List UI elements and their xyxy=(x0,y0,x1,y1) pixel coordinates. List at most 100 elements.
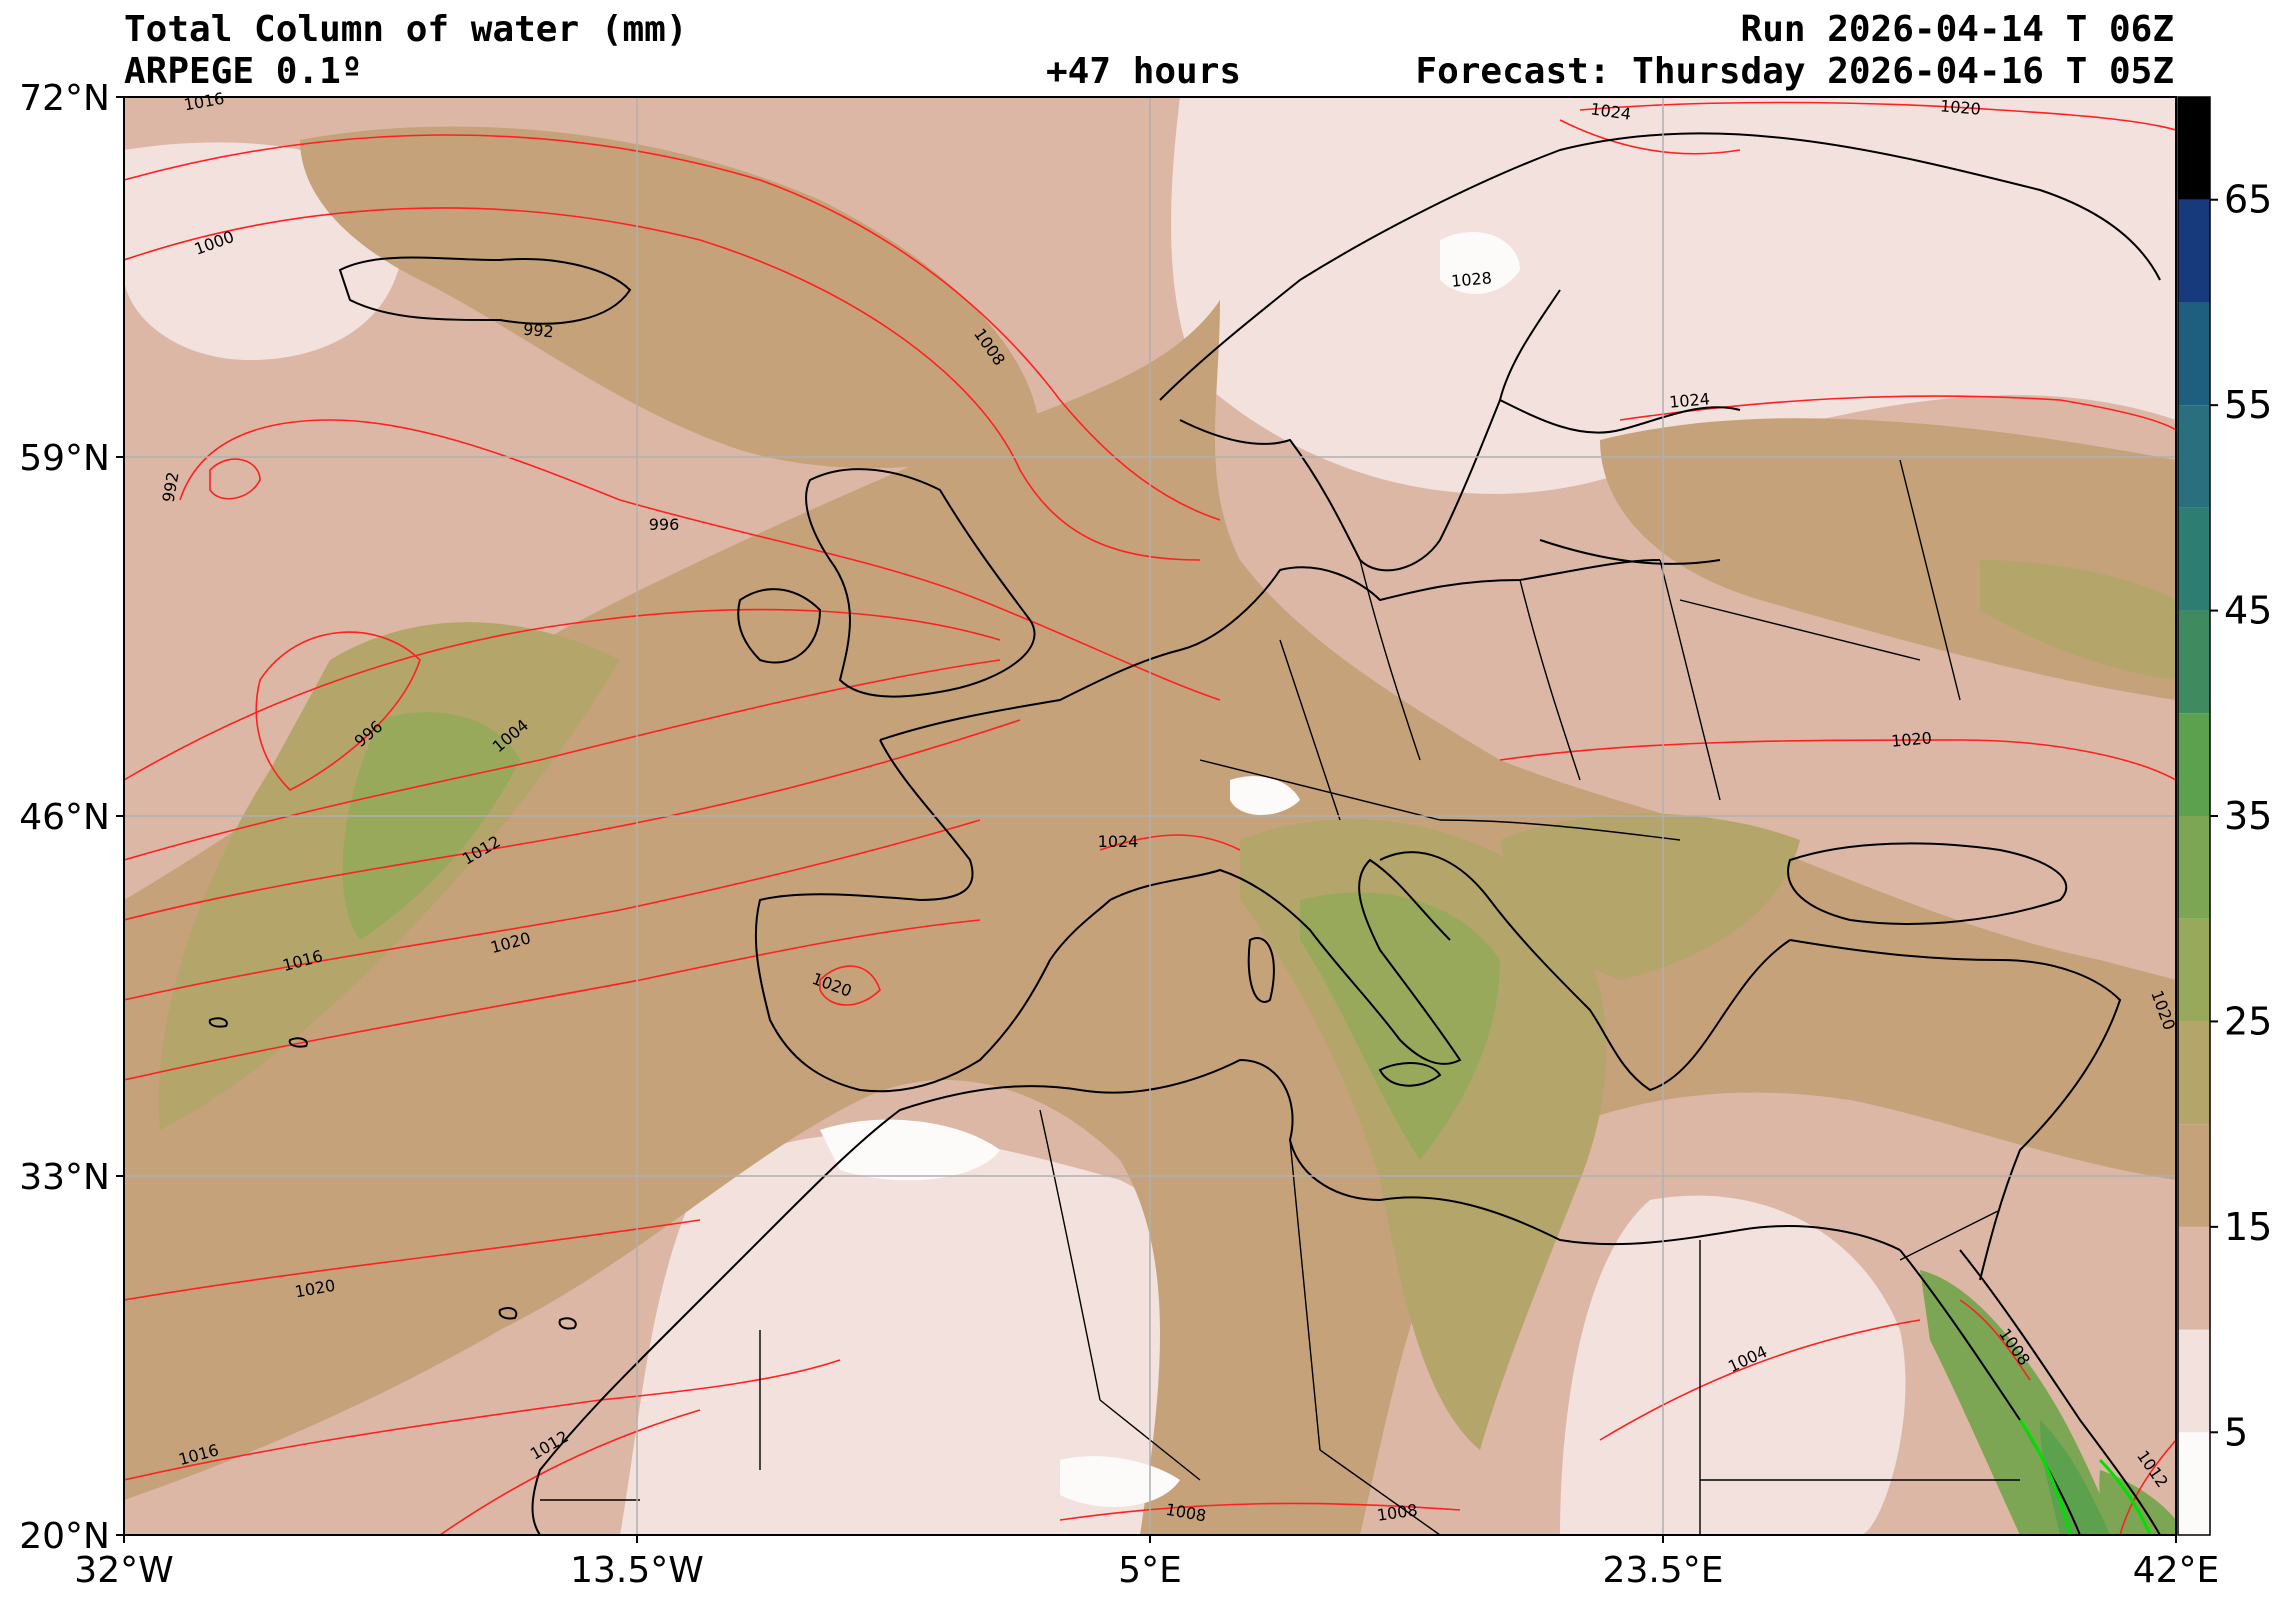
colorbar-segment xyxy=(2178,1432,2210,1535)
isobar-1008-redsea xyxy=(1959,1299,2031,1381)
isobar-label: 992 xyxy=(522,320,554,342)
isobar-1024-north xyxy=(1559,119,1741,155)
coast-balkans xyxy=(1379,851,1791,1092)
isobar-1008 xyxy=(124,659,1001,861)
colorbar-segment xyxy=(2178,610,2210,714)
forecast-time: Forecast: Thursday 2026-04-16 T 05Z xyxy=(1415,51,2174,92)
isobar-1004 xyxy=(124,134,1221,521)
field-band-20-25-balkans xyxy=(1500,813,1800,980)
colorbar-segment xyxy=(2178,97,2210,200)
isobar-1000 xyxy=(124,207,1201,561)
isobar-1020-iberia xyxy=(819,965,881,1006)
isobar-1024-alps xyxy=(1099,834,1241,851)
coast-north-europe xyxy=(879,559,1661,741)
field-dry-sahara xyxy=(620,1133,1233,1535)
colorbar-tick-label: 65 xyxy=(2224,178,2272,222)
colorbar-segment xyxy=(2178,816,2210,919)
colorbar-tick-label: 35 xyxy=(2224,794,2272,838)
isobar-1020-east xyxy=(1499,739,2176,781)
run-time: Run 2026-04-14 T 06Z xyxy=(1740,9,2174,50)
isobar-1012 xyxy=(124,719,1021,921)
isobar-label: 1028 xyxy=(1450,268,1492,290)
borders-lines xyxy=(540,459,2020,1535)
model-name: ARPEGE 0.1º xyxy=(124,51,363,92)
isobar-1020 xyxy=(124,919,981,1081)
coast-ireland xyxy=(737,588,822,664)
coast-morocco xyxy=(531,1219,781,1535)
isobar-996-low xyxy=(255,631,421,791)
isobar-1020-north xyxy=(1579,101,2176,131)
colorbar-segment xyxy=(2178,405,2210,508)
lon-label-32W: 32°W xyxy=(74,1550,173,1591)
lon-label-13.5W: 13.5°W xyxy=(570,1550,704,1591)
isobars xyxy=(124,101,2176,1535)
coastlines xyxy=(208,132,2161,1535)
isobar-1020-south xyxy=(124,1219,701,1301)
field-band-20-25-ne xyxy=(1980,560,2176,680)
colorbar-segment xyxy=(2178,1329,2210,1433)
colorbar-segment xyxy=(2178,713,2210,816)
field-dry-scandinavia xyxy=(1171,97,2176,494)
gridlines xyxy=(124,97,2176,1535)
colorbar-segment xyxy=(2178,1021,2210,1125)
field-dry-alps xyxy=(1230,776,1300,815)
coast-azores xyxy=(208,1017,308,1048)
highlight-contour-redsea xyxy=(2018,1419,2152,1535)
lon-label-23.5E: 23.5°E xyxy=(1603,1550,1724,1591)
lat-label-33: 33°N xyxy=(19,1157,110,1198)
field-band-15-20-north xyxy=(300,126,1040,469)
isobar-992-small xyxy=(209,458,261,500)
isobar-1004-b xyxy=(124,608,1001,781)
isobar-label: 1024 xyxy=(1668,389,1710,411)
field-dry-atlas xyxy=(820,1119,1000,1181)
isobar-1004-east xyxy=(1599,1319,1921,1441)
colorbar-segment xyxy=(2178,918,2210,1022)
lead-time: +47 hours xyxy=(1046,51,1242,92)
isobar-1012-south xyxy=(439,1409,701,1535)
colorbar-segment xyxy=(2178,199,2210,303)
colorbar-tick-label: 5 xyxy=(2224,1410,2248,1454)
isobar-1008-south xyxy=(1059,1502,1461,1521)
colorbar-tick-label: 25 xyxy=(2224,999,2272,1043)
colorbar-segment xyxy=(2178,1124,2210,1227)
isobar-1016-south xyxy=(124,1359,841,1481)
colorbar-labels: 65 55 45 35 25 15 5 xyxy=(2210,178,2272,1454)
lat-label-20: 20°N xyxy=(19,1516,110,1557)
isobar-996 xyxy=(179,419,1221,701)
colorbar-tick-label: 15 xyxy=(2224,1205,2272,1249)
lat-label-72: 72°N xyxy=(19,78,110,119)
map-title: Total Column of water (mm) xyxy=(124,9,688,50)
coast-canaries xyxy=(498,1307,577,1330)
coast-red-sea xyxy=(1899,1249,2161,1535)
coast-iberia xyxy=(754,739,1111,1093)
isobar-1012-east xyxy=(2119,1439,2176,1535)
colorbar-segment xyxy=(2178,302,2210,406)
highlight-contour xyxy=(2018,1419,2152,1535)
field-dry-east xyxy=(1560,1195,1906,1535)
lat-label-46: 46°N xyxy=(19,797,110,838)
coast-scandinavia xyxy=(1159,132,2161,572)
coast-great-britain xyxy=(805,468,1036,698)
colorbar-tick-label: 45 xyxy=(2224,589,2272,633)
colorbar xyxy=(2177,96,2211,1536)
lon-label-42E: 42°E xyxy=(2133,1550,2220,1591)
colorbar-tick-label: 55 xyxy=(2224,383,2272,427)
field-band-35-40-redsea xyxy=(2040,1420,2110,1535)
coast-sicily xyxy=(1378,1062,1442,1087)
coast-iceland xyxy=(338,256,632,325)
coast-turkey-levant xyxy=(1789,939,2122,1281)
colorbar-segment xyxy=(2178,507,2210,611)
lat-label-59: 59°N xyxy=(19,438,110,479)
coast-sardinia xyxy=(1247,937,1275,1003)
colorbar-segment xyxy=(2178,1226,2210,1330)
borders xyxy=(540,459,2020,1535)
coast-black-sea xyxy=(1787,842,2068,925)
isobar-label: 1020 xyxy=(1939,96,1981,118)
lon-label-5E: 5°E xyxy=(1118,1550,1182,1591)
field-dry-mountains-scand xyxy=(1440,231,1520,294)
isobar-1016 xyxy=(124,819,981,1001)
field-band-25-30-atlantic xyxy=(342,712,520,940)
isobar-label: 996 xyxy=(649,515,680,534)
field-band-25-30-med xyxy=(1300,892,1500,1160)
